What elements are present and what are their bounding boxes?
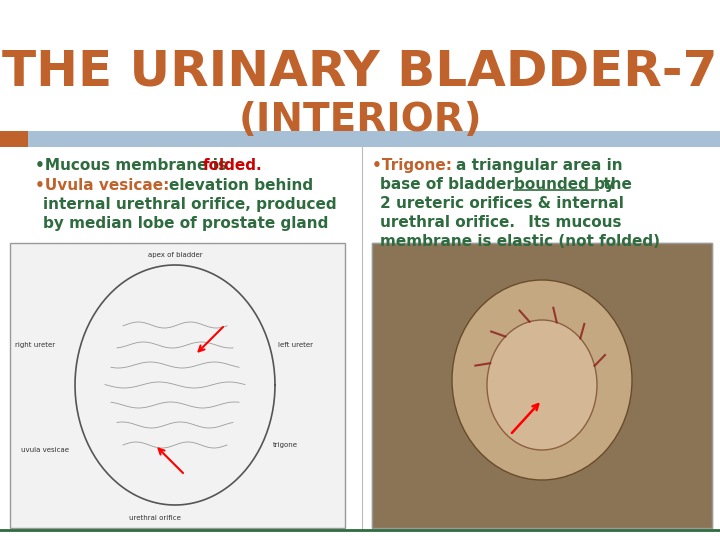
Text: (INTERIOR): (INTERIOR)	[238, 101, 482, 139]
Text: folded.: folded.	[203, 158, 263, 173]
Text: •Trigone:: •Trigone:	[372, 158, 457, 173]
Text: trigone: trigone	[272, 442, 297, 448]
Text: elevation behind: elevation behind	[169, 178, 314, 193]
Text: urethral orifice: urethral orifice	[129, 515, 181, 521]
Bar	[0, 131, 720, 147]
Text: apex of bladder: apex of bladder	[148, 252, 202, 258]
Text: Its mucous: Its mucous	[523, 215, 621, 230]
Text: THE URINARY BLADDER-7: THE URINARY BLADDER-7	[2, 48, 718, 96]
Text: uvula vesicae: uvula vesicae	[21, 447, 69, 453]
Text: right ureter: right ureter	[15, 342, 55, 348]
Bar	[372, 243, 712, 528]
Bar	[0, 131, 28, 147]
Text: left ureter: left ureter	[277, 342, 312, 348]
Text: the: the	[598, 177, 632, 192]
Ellipse shape	[452, 280, 632, 480]
Text: internal urethral orifice, produced: internal urethral orifice, produced	[43, 197, 337, 212]
Text: base of bladder: base of bladder	[380, 177, 519, 192]
Text: •Uvula vesicae:: •Uvula vesicae:	[35, 178, 175, 193]
Bar	[372, 243, 712, 528]
Text: a triangular area in: a triangular area in	[456, 158, 623, 173]
Text: 2 ureteric orifices & internal: 2 ureteric orifices & internal	[380, 196, 624, 211]
Text: urethral orifice.: urethral orifice.	[380, 215, 515, 230]
Bar	[372, 243, 712, 528]
Text: by median lobe of prostate gland: by median lobe of prostate gland	[43, 216, 328, 231]
Ellipse shape	[487, 320, 597, 450]
Text: membrane is elastic (not folded): membrane is elastic (not folded)	[380, 234, 660, 249]
Text: •Mucous membrane is: •Mucous membrane is	[35, 158, 232, 173]
Text: bounded by: bounded by	[515, 177, 616, 192]
Bar	[10, 243, 345, 528]
